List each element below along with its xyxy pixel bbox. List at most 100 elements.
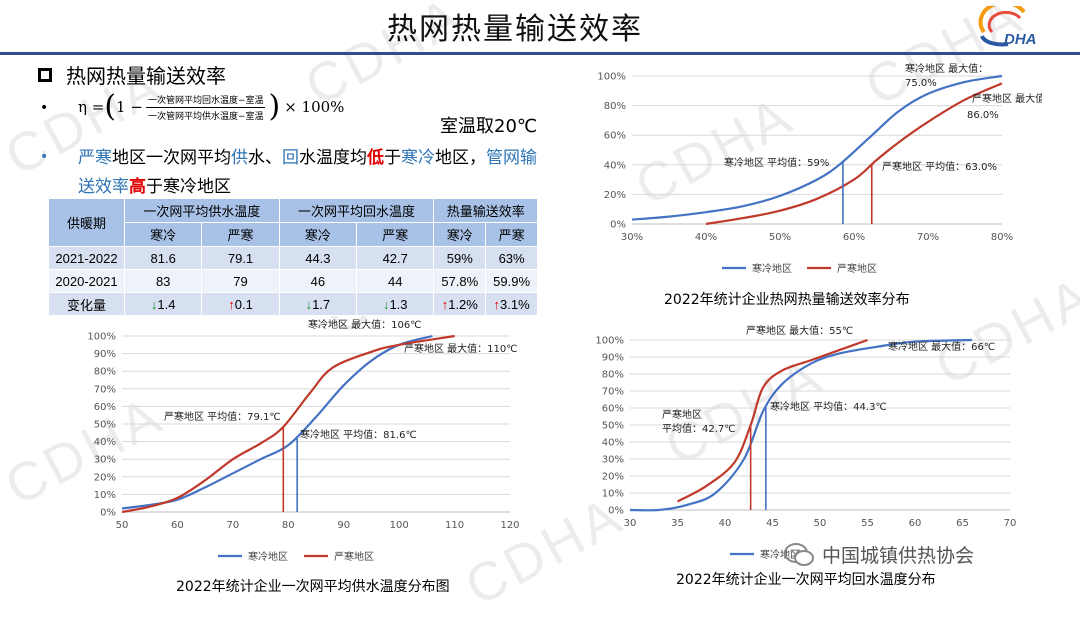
y-tick-label: 80% [604,101,626,112]
statement-part: 回 [282,148,299,168]
table-cell: ↓1.3 [356,292,435,316]
bullet-dot-icon: • [40,100,49,116]
x-tick-label: 55 [861,518,874,529]
legend-label: 严寒地区 [334,550,374,563]
arrow-down-icon: ↓ [305,296,313,312]
chart-title: 2022年统计企业一次网平均回水温度分布 [676,572,936,588]
x-tick-label: 50 [814,518,827,529]
x-tick-label: 30 [624,518,637,529]
series-line-severe [121,334,455,514]
formula-numerator: 一次管网平均回水温度−室温 [145,93,266,108]
table-cell: 44 [356,269,435,293]
series-line-severe [676,338,868,503]
square-bullet-icon [38,67,52,82]
y-tick-label: 80% [602,370,624,381]
table-subheader-row: 寒冷 严寒 寒冷 严寒 寒冷 严寒 [49,222,538,247]
y-tick-label: 10% [94,490,116,501]
x-tick-label: 35 [671,518,684,529]
table-row: 2020-2021 83 79 46 44 57.8% 59.9% [48,269,538,293]
statement-part: 低 [367,148,384,168]
x-tick-label: 90 [337,520,350,531]
header-group: 热量输送效率 [433,198,538,223]
table-cell: 42.7 [356,246,435,270]
header-group: 一次网平均回水温度 [278,198,435,223]
annotation-label: 严寒地区 [662,408,702,421]
arrow-down-icon: ↓ [382,296,390,312]
x-tick-label: 70 [1004,518,1017,529]
y-tick-label: 60% [94,402,116,413]
table-cell: 81.6 [123,246,203,270]
annotation-label: 寒冷地区 平均值：44.3℃ [770,400,887,413]
row-label: 变化量 [48,292,125,316]
table-cell: 83 [123,269,203,293]
annotation-label: 严寒地区 最大值：110℃ [404,342,518,355]
supply-temp-distribution-chart: 0% 10% 20% 30% 40% 50% 60% 70% 80% 90% 100% 50 60 70 8… [87,318,519,563]
statement-part: 地区一次网平均 [112,148,231,168]
section-heading: 热网热量输送效率 [38,60,226,89]
annotation-label: 寒冷地区 平均值：59% [724,156,829,169]
y-tick-label: 60% [604,131,626,142]
annotation-label: 75.0% [905,78,937,89]
x-tick-label: 50% [769,232,791,243]
annotation-label: 平均值：42.7℃ [662,422,736,435]
return-temp-distribution-chart: 0% 10% 20% 30% 40% 50% 60% 70% 80% 90% 100% 30 35 40 4… [595,324,1017,561]
y-tick-label: 40% [94,437,116,448]
y-tick-label: 50% [94,420,116,431]
y-tick-label: 80% [94,367,116,378]
y-tick-label: 60% [602,404,624,415]
page-title: 热网热量输送效率 [387,12,643,47]
bullet-dot-icon: • [40,149,49,165]
table-cell: 46 [278,269,358,293]
y-tick-label: 20% [602,472,624,483]
x-tick-label: 30% [621,232,643,243]
delta-value: 1.7 [312,296,331,312]
wechat-account-name: 中国城镇供热协会 [822,545,975,567]
statement-part: 寒冷 [401,148,435,168]
arrow-up-icon: ↑ [493,296,501,312]
statement-part: 严寒 [78,148,112,168]
table-cell: ↑3.1% [485,292,538,316]
header-sub: 严寒 [201,222,280,247]
series-line-severe [705,82,1003,226]
x-tick-label: 100 [390,520,409,531]
table-cell: 59% [433,246,487,270]
y-tick-label: 10% [602,489,624,500]
row-label: 2021-2022 [48,246,125,270]
x-tick-label: 70 [226,520,239,531]
x-tick-label: 65 [956,518,969,529]
conclusion-statement: 严寒地区一次网平均供水、回水温度均低于寒冷地区，管网输送效率高于寒冷地区 [78,144,548,202]
legend-label: 寒冷地区 [752,262,792,275]
header-sub: 寒冷 [433,222,487,247]
table-cell: ↓1.7 [278,292,358,316]
y-tick-label: 30% [94,455,116,466]
annotation-label: 86.0% [967,110,999,121]
statement-part: 供 [231,148,248,168]
y-tick-label: 20% [604,190,626,201]
cdha-logo: DHA [978,6,1037,48]
arrow-up-icon: ↑ [228,296,235,312]
table-cell: 79 [201,269,280,293]
annotation-label: 严寒地区 平均值：79.1℃ [164,410,281,423]
y-tick-label: 70% [94,384,116,395]
annotation-label: 严寒地区 平均值：63.0% [882,160,997,173]
wechat-account-badge: 中国城镇供热协会 [784,541,974,568]
y-tick-label: 90% [602,353,624,364]
table-row: 变化量 ↓1.4 ↑0.1 ↓1.7 ↓1.3 ↑1.2% ↑3.1% [48,292,538,316]
y-tick-label: 0% [100,508,116,519]
delta-value: 1.2% [448,296,478,312]
y-tick-label: 50% [602,421,624,432]
annotation-label: 寒冷地区 最大值： [905,62,988,75]
table-cell: 44.3 [278,246,358,270]
x-tick-label: 40% [695,232,717,243]
statement-part: 水温度均 [299,148,367,168]
formula-denominator: 一次管网平均供水温度−室温 [147,111,264,122]
table-header-row: 供暖期 一次网平均供水温度 一次网平均回水温度 热量输送效率 [48,198,538,247]
table-cell: 59.9% [485,269,538,293]
efficiency-distribution-chart: 0% 20% 40% 60% 80% 100% 30% 40% 50% 60% 70% 80% 寒冷地区… [597,62,1042,275]
y-tick-label: 0% [608,506,624,517]
arrow-up-icon: ↑ [441,296,449,312]
annotation-label: 寒冷地区 平均值：81.6℃ [300,428,417,441]
table-cell: 63% [485,246,538,270]
y-tick-label: 90% [94,349,116,360]
header-group: 一次网平均供水温度 [124,198,280,223]
